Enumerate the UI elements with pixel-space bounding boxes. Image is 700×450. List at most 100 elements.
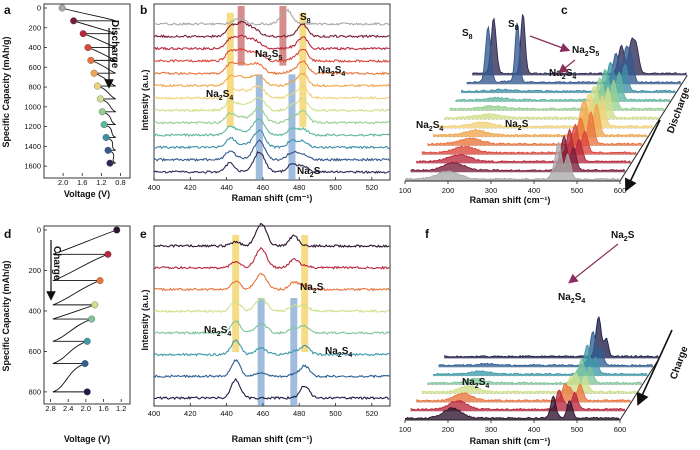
ytick-label: 1600 xyxy=(24,162,41,171)
panel-e: e 400 420 440 460 480 500 520 Intensity (a.u.)… xyxy=(140,222,391,444)
waterfall-line xyxy=(444,315,659,358)
waterfall-line xyxy=(466,22,681,84)
xtick-label: 420 xyxy=(184,183,197,192)
ytick-label: 400 xyxy=(28,43,41,52)
ytick-label: 1400 xyxy=(24,142,41,151)
xtick-label: 200 xyxy=(442,186,455,195)
waterfall-fill xyxy=(405,142,620,181)
direction-arrow xyxy=(636,329,673,406)
raman-spectrum xyxy=(153,34,390,51)
panel-b-xlabel: Raman shift (cm⁻¹) xyxy=(232,193,313,203)
waterfall-line xyxy=(421,123,637,154)
waterfall-fill xyxy=(472,14,688,76)
ytick-label: 800 xyxy=(28,83,41,92)
xtick-label: 500 xyxy=(571,186,584,195)
panel-b: b 400 420 440 460 480 500 520 Intensity (a.u.)… xyxy=(140,3,391,203)
raman-spectrum xyxy=(153,247,390,270)
raman-spectrum xyxy=(153,20,390,39)
waterfall-line xyxy=(410,389,625,411)
xtick-label: 1.2 xyxy=(96,178,106,187)
panel-c-xlabel: Raman shift (cm⁻¹) xyxy=(470,195,551,205)
raman-spectrum xyxy=(153,151,390,174)
ytick-label: 200 xyxy=(28,23,41,32)
xtick-label: 500 xyxy=(329,409,342,418)
xtick-label: 480 xyxy=(293,183,306,192)
cycle-curve xyxy=(83,33,116,48)
ytick-label: 1000 xyxy=(24,102,41,111)
label-na2s5-b: Na2S5 xyxy=(255,49,282,62)
label-na2s4-left-e: Na2S4 xyxy=(204,325,231,338)
label-na2s4-right-e: Na2S4 xyxy=(325,346,352,359)
waterfall-line xyxy=(438,93,653,128)
xtick-label: 460 xyxy=(257,409,270,418)
raman-spectrum xyxy=(153,8,390,26)
peak-band-blue xyxy=(290,298,298,406)
data-point xyxy=(102,134,110,141)
charge-annotation-f: Charge xyxy=(668,344,690,381)
raman-spectrum xyxy=(153,106,390,125)
raman-spectrum xyxy=(154,47,390,63)
data-point xyxy=(83,337,91,345)
panel-b-spectra xyxy=(153,8,390,174)
panel-f: f 100 200 300 400 500 600 Raman shift (cm⁻¹) … xyxy=(399,227,691,446)
xtick-label: 420 xyxy=(184,409,197,418)
raman-spectrum xyxy=(153,339,390,357)
raman-spectrum xyxy=(153,377,390,401)
data-point xyxy=(58,4,66,12)
waterfall-fill xyxy=(427,111,643,146)
raman-spectrum xyxy=(153,297,390,314)
panel-b-ylabel: Intensity (a.u.) xyxy=(140,69,150,130)
xtick-label: 600 xyxy=(614,425,627,434)
cycle-curve xyxy=(52,363,88,393)
xtick-label: 2.0 xyxy=(58,178,68,187)
raman-spectrum xyxy=(153,72,390,88)
panel-c: c 100 200 300 400 500 600 Raman shift (cm⁻¹) … xyxy=(399,3,693,205)
peak-band-yellow xyxy=(226,12,234,128)
raman-spectrum xyxy=(154,222,390,249)
panel-c-xticks: 100 200 300 400 500 600 xyxy=(399,75,688,195)
waterfall-fill xyxy=(410,135,626,173)
waterfall-line xyxy=(404,141,620,181)
discharge-annotation-a: Discharge xyxy=(109,20,120,69)
data-point xyxy=(113,226,121,234)
waterfall-line xyxy=(432,100,648,137)
data-point xyxy=(87,56,95,64)
peak-band-blue xyxy=(288,74,296,180)
panel-d-yticks: 0 200 400 600 800 xyxy=(28,226,47,396)
xtick-label: 500 xyxy=(571,425,584,434)
raman-spectrum xyxy=(153,320,390,335)
panel-label-d: d xyxy=(4,227,11,241)
data-point xyxy=(100,121,108,129)
cycle-curve xyxy=(52,340,88,365)
waterfall-line xyxy=(421,373,637,393)
panel-e-xlabel: Raman shift (cm⁻¹) xyxy=(232,434,313,444)
waterfall-line xyxy=(455,68,670,102)
xtick-label: 400 xyxy=(148,409,161,418)
arrow-na2s-f xyxy=(568,243,619,284)
panel-label-e: e xyxy=(140,227,147,241)
waterfall-fill xyxy=(405,396,620,420)
panel-d-frame xyxy=(43,225,131,405)
data-point xyxy=(96,277,104,285)
xtick-label: 2.8 xyxy=(45,404,55,413)
ytick-label: 600 xyxy=(28,347,41,356)
peak-band-yellow xyxy=(232,235,240,352)
panel-c-waterfall xyxy=(404,14,688,182)
xtick-label: 200 xyxy=(442,425,455,434)
waterfall-line xyxy=(432,344,648,376)
panel-a-dots xyxy=(58,4,114,167)
waterfall-line xyxy=(427,358,642,385)
data-point xyxy=(70,17,78,25)
panel-e-spectra xyxy=(153,222,390,401)
panel-f-xlabel: Raman shift (cm⁻¹) xyxy=(470,436,551,446)
data-point xyxy=(104,146,112,154)
charge-annotation-d: Charge xyxy=(51,246,62,281)
raman-spectrum xyxy=(153,60,390,76)
panel-b-bands xyxy=(226,6,307,180)
panel-b-frame xyxy=(153,3,391,181)
panel-a: a 0 200 400 600 800 1000 1200 1400 1600 2.0 1.6 1.… xyxy=(1,3,131,199)
panel-a-xlabel: Voltage (V) xyxy=(64,189,110,199)
label-s8-b: S8 xyxy=(300,12,311,25)
waterfall-line xyxy=(449,77,665,110)
